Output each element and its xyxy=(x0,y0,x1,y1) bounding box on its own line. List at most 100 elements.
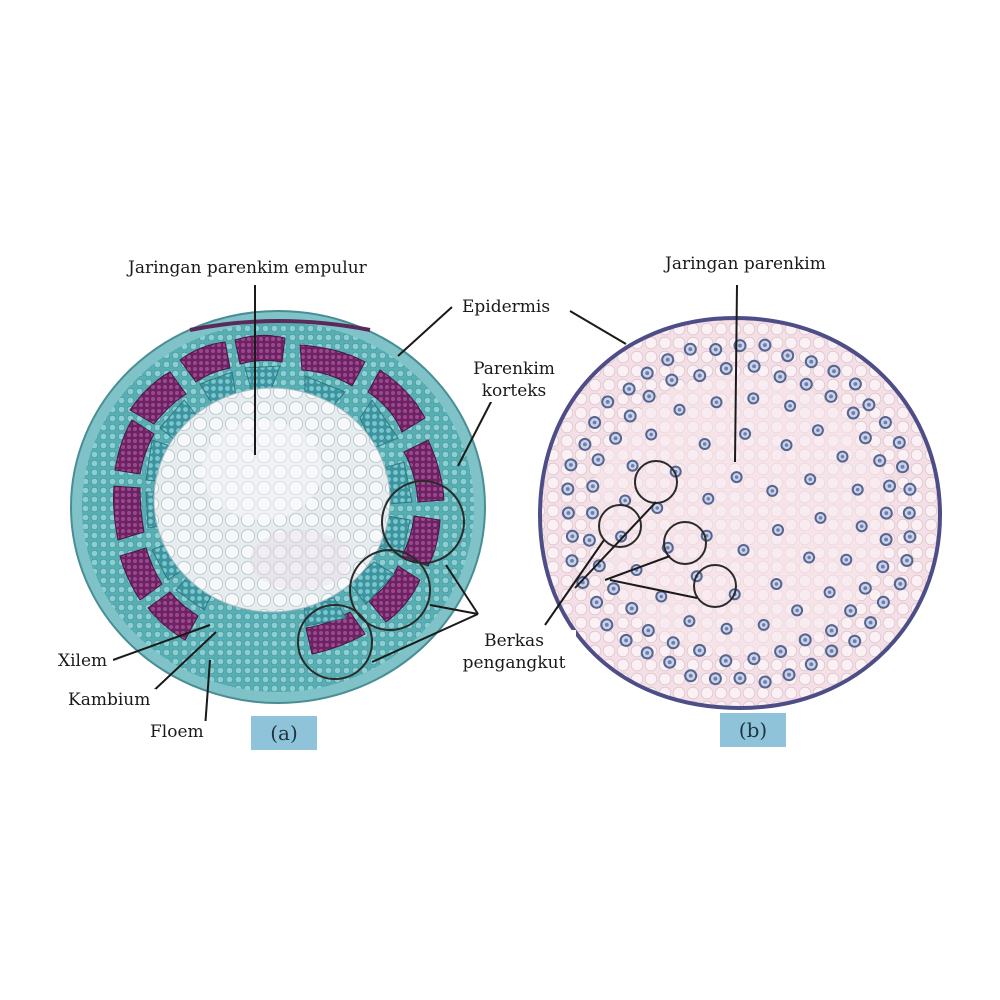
monocot-bundle-core xyxy=(785,353,790,358)
monocot-bundle-core xyxy=(597,563,602,568)
monocot-bundle-core xyxy=(851,411,856,415)
monocot-bundle-core xyxy=(713,676,718,681)
monocot-bundle-core xyxy=(630,464,635,468)
monocot-bundle-core xyxy=(751,656,756,661)
dicot-stem-section xyxy=(70,310,486,704)
monocot-bundle-core xyxy=(877,458,882,463)
label-cortex-line1: Parenkim xyxy=(473,359,555,379)
monocot-bundle-core xyxy=(840,454,845,459)
monocot-bundle-core xyxy=(677,408,682,412)
monocot-bundle-core xyxy=(697,648,702,653)
monocot-bundle-core xyxy=(898,581,903,586)
monocot-bundle-core xyxy=(788,404,792,408)
monocot-bundle-core xyxy=(687,619,692,623)
label-phloem: Floem xyxy=(144,721,210,743)
monocot-bundle-core xyxy=(787,672,791,677)
monocot-bundle-core xyxy=(829,649,834,653)
monocot-bundle-core xyxy=(645,650,650,655)
monocot-bundle-core xyxy=(594,600,599,605)
monocot-bundle-core xyxy=(881,600,886,605)
monocot-bundle-core xyxy=(596,457,601,462)
monocot-bundle-core xyxy=(776,528,780,532)
monocot-bundle-core xyxy=(803,637,808,642)
monocot-bundle-core xyxy=(688,347,693,352)
monocot-bundle-core xyxy=(623,498,627,503)
monocot-bundle-core xyxy=(592,420,597,425)
label-pith: Jaringan parenkim empulur xyxy=(122,257,373,279)
monocot-vascular-bundles xyxy=(561,338,917,689)
monocot-bundle-core xyxy=(863,435,868,440)
dicot-bundle-highlights xyxy=(297,480,465,680)
panel-b-tag: (b) xyxy=(720,713,786,747)
monocot-bundle-core xyxy=(582,442,587,447)
monocot-bundle-core xyxy=(763,680,768,684)
monocot-bundle-core xyxy=(778,649,783,654)
monocot-bundle-core xyxy=(734,475,739,479)
monocot-bundle-core xyxy=(738,343,742,348)
monocot-bundle-core xyxy=(884,511,889,516)
monocot-bundle-core xyxy=(774,582,779,586)
monocot-bundle-core xyxy=(904,558,909,563)
monocot-bundle-core xyxy=(647,394,652,399)
monocot-bundle-core xyxy=(827,590,832,595)
monocot-bundle-core xyxy=(566,511,571,515)
monocot-bundle-core xyxy=(743,432,747,436)
monocot-bundle-core xyxy=(738,676,742,681)
monocot-bundle-core xyxy=(770,489,775,493)
monocot-bundle-core xyxy=(816,428,820,433)
label-monocot-parenchyma: Jaringan parenkim xyxy=(659,253,832,275)
monocot-bundle-core xyxy=(907,511,912,515)
monocot-bundle-core xyxy=(829,394,833,399)
monocot-bundle-core xyxy=(907,534,912,539)
monocot-bundle-core xyxy=(624,638,629,643)
monocot-bundle-core xyxy=(629,606,634,611)
monocot-bundle-core xyxy=(604,622,609,627)
monocot-bundle-core xyxy=(669,378,674,383)
monocot-bundle-core xyxy=(570,534,575,539)
monocot-bundle-core xyxy=(666,545,670,550)
monocot-bundle-core xyxy=(697,373,702,378)
monocot-bundle-core xyxy=(741,548,746,552)
monocot-bundle-core xyxy=(723,658,728,663)
monocot-bundle-core xyxy=(649,432,653,437)
monocot-bundle-core xyxy=(702,442,707,446)
monocot-bundle-core xyxy=(897,440,902,445)
monocot-bundle-core xyxy=(807,555,811,560)
monocot-bundle-core xyxy=(762,343,767,348)
monocot-bundle-core xyxy=(590,510,595,515)
monocot-bundle-core xyxy=(628,414,633,418)
monocot-bundle-core xyxy=(665,357,670,362)
monocot-bundle-core xyxy=(884,537,889,542)
monocot-leader-lines xyxy=(544,284,738,626)
monocot-bundle-core xyxy=(590,484,595,489)
monocot-bundle-core xyxy=(852,639,857,644)
monocot-bundle-core xyxy=(724,366,729,371)
dicot-pith xyxy=(153,387,391,613)
monocot-bundle-core xyxy=(568,462,573,467)
monocot-bundle-core xyxy=(627,387,632,391)
monocot-bundle-core xyxy=(645,371,650,376)
monocot-bundle-core xyxy=(900,464,905,469)
monocot-bundle-core xyxy=(706,497,711,501)
monocot-bundle-core xyxy=(907,487,912,492)
label-cambium: Kambium xyxy=(62,689,157,711)
monocot-bundle-core xyxy=(868,620,873,625)
monocot-bundle-core xyxy=(809,662,814,667)
monocot-bundle-core xyxy=(724,626,729,631)
monocot-bundle-core xyxy=(832,369,836,374)
monocot-bundle-core xyxy=(751,396,756,401)
monocot-bundle-core xyxy=(880,564,885,569)
monocot-bundle-core xyxy=(565,487,570,491)
monocot-bundle-core xyxy=(655,506,659,510)
monocot-bundle-core xyxy=(844,557,849,562)
monocot-stem-section xyxy=(537,315,943,711)
monocot-bundle-core xyxy=(829,628,834,633)
label-vascular-bundle: Berkas pengangkut xyxy=(452,630,576,674)
monocot-bundle-core xyxy=(853,382,858,386)
monocot-bundle-core xyxy=(761,623,766,627)
monocot-bundle-core xyxy=(804,382,809,387)
monocot-bundle-core xyxy=(863,586,868,591)
label-bundle-line1: Berkas xyxy=(484,631,544,651)
monocot-bundle-core xyxy=(866,402,871,407)
